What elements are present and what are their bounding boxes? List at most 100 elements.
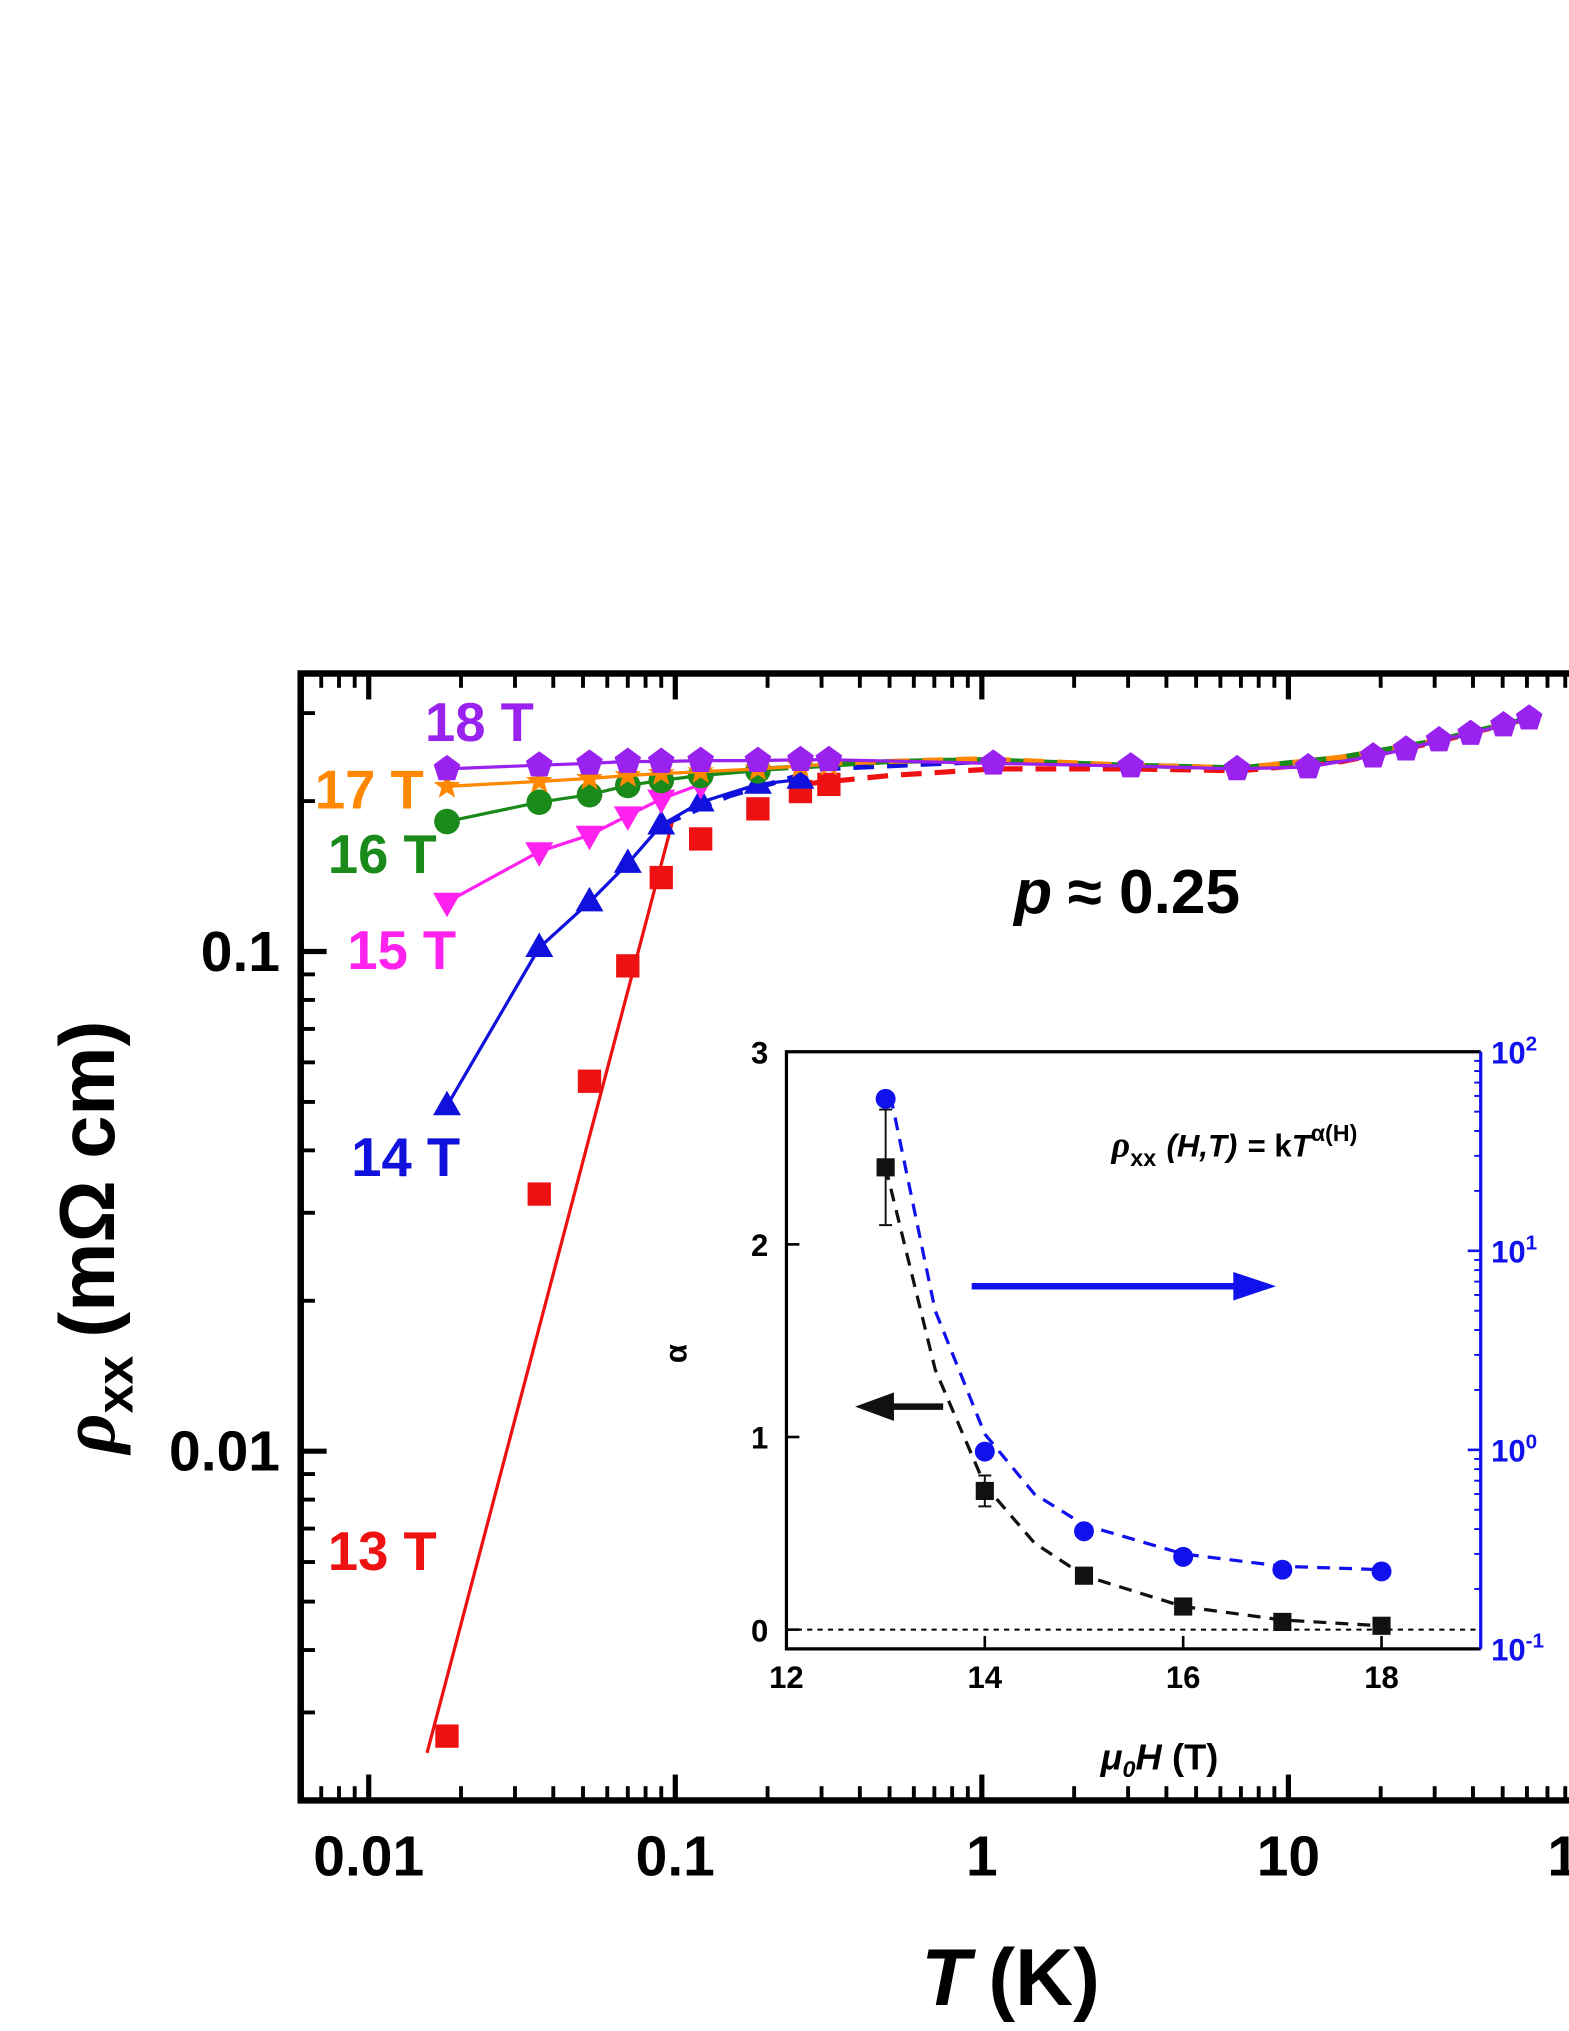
marker bbox=[1425, 726, 1453, 752]
marker bbox=[1371, 1561, 1392, 1582]
inset-frame-left bbox=[784, 1050, 1481, 1651]
x-tick-label: 100 bbox=[1547, 1825, 1569, 1889]
series-label: 16 T bbox=[328, 824, 437, 885]
marker bbox=[1223, 754, 1251, 781]
x-tick-label: 0.1 bbox=[636, 1825, 715, 1889]
fit-line bbox=[800, 715, 1530, 787]
marker bbox=[1173, 1546, 1194, 1567]
marker bbox=[525, 751, 553, 777]
marker bbox=[525, 842, 554, 867]
marker bbox=[689, 827, 713, 851]
y-tick-label: 0.01 bbox=[169, 1420, 280, 1484]
marker bbox=[1272, 1559, 1293, 1580]
inset-y-title: α bbox=[659, 1344, 694, 1363]
y-tick-label: 1 bbox=[751, 1421, 768, 1456]
inset-x-sub: 0 bbox=[1123, 1756, 1136, 1782]
series-label: 13 T bbox=[328, 1521, 437, 1582]
x-axis-unit: (K) bbox=[988, 1933, 1099, 2023]
marker bbox=[614, 747, 642, 773]
formula-sub: xx bbox=[1130, 1145, 1156, 1171]
y2-tick-exp: 2 bbox=[1526, 1032, 1538, 1055]
axis-frame bbox=[297, 670, 1569, 1804]
marker bbox=[980, 749, 1007, 775]
marker bbox=[647, 810, 676, 835]
marker bbox=[576, 764, 603, 790]
formula-args: (H,T) bbox=[1167, 1129, 1238, 1164]
marker bbox=[613, 806, 642, 831]
marker bbox=[786, 764, 815, 789]
y2-tick-label: 100 bbox=[1491, 1431, 1537, 1469]
marker bbox=[576, 749, 603, 775]
marker bbox=[614, 761, 642, 787]
marker bbox=[432, 892, 461, 918]
annotation-var: p bbox=[1012, 858, 1052, 927]
marker bbox=[1074, 1521, 1094, 1542]
y-tick-label: 0.1 bbox=[201, 920, 280, 984]
y2-tick-exp: 0 bbox=[1526, 1431, 1538, 1454]
marker bbox=[527, 1182, 551, 1206]
marker bbox=[974, 1441, 995, 1462]
formula-eq: = k bbox=[1248, 1129, 1293, 1164]
y-tick-label: 2 bbox=[751, 1228, 768, 1263]
marker bbox=[1359, 742, 1387, 768]
formula-rho: ρ bbox=[1111, 1125, 1131, 1165]
y-axis-symbol: ρ bbox=[45, 1413, 131, 1455]
x-tick-label: 0.01 bbox=[313, 1825, 424, 1889]
x-axis-symbol: T bbox=[921, 1933, 976, 2023]
marker bbox=[1117, 752, 1145, 778]
marker bbox=[787, 745, 814, 772]
marker bbox=[435, 1724, 459, 1748]
marker bbox=[817, 772, 841, 797]
marker bbox=[875, 1088, 896, 1109]
formula-exp: α(H) bbox=[1311, 1120, 1358, 1146]
marker bbox=[1392, 735, 1420, 761]
y2-tick-base: 10 bbox=[1491, 1633, 1526, 1668]
series-label: 14 T bbox=[351, 1127, 460, 1188]
y-axis-unit: (mΩ cm) bbox=[45, 1021, 131, 1338]
x-tick-label: 16 bbox=[1166, 1660, 1201, 1695]
marker bbox=[1294, 753, 1322, 779]
marker bbox=[744, 746, 772, 772]
marker bbox=[815, 745, 843, 772]
series-label: 15 T bbox=[347, 920, 456, 981]
y2-tick-exp: -1 bbox=[1526, 1630, 1544, 1653]
inset-background bbox=[786, 1051, 1481, 1649]
y2-tick-exp: 1 bbox=[1526, 1232, 1538, 1255]
fit-line bbox=[884, 1166, 1382, 1628]
marker bbox=[876, 1158, 895, 1177]
marker bbox=[433, 754, 461, 781]
y2-tick-base: 10 bbox=[1491, 1434, 1526, 1469]
marker bbox=[575, 886, 604, 912]
marker bbox=[526, 789, 553, 816]
x-axis-title: T (K) bbox=[921, 1933, 1100, 2023]
annotation: p ≈ 0.25 bbox=[1012, 858, 1240, 927]
marker bbox=[1372, 1616, 1391, 1635]
y-axis-title: ρxx (mΩ cm) bbox=[45, 1021, 143, 1456]
marker bbox=[1074, 1566, 1094, 1585]
inset-x-unit: (T) bbox=[1172, 1736, 1218, 1777]
marker bbox=[434, 808, 460, 835]
x-tick-label: 1 bbox=[966, 1825, 998, 1889]
y-tick-label: 0 bbox=[751, 1613, 768, 1648]
y2-tick-label: 10-1 bbox=[1491, 1630, 1544, 1668]
marker bbox=[1457, 719, 1484, 745]
y-tick-label: 3 bbox=[751, 1035, 768, 1070]
marker bbox=[433, 772, 461, 798]
marker bbox=[525, 767, 553, 793]
marker bbox=[616, 954, 640, 978]
series-line bbox=[445, 777, 801, 1107]
y2-tick-label: 102 bbox=[1491, 1032, 1537, 1070]
marker bbox=[1174, 1597, 1193, 1616]
y2-tick-base: 10 bbox=[1491, 1035, 1526, 1070]
marker bbox=[687, 746, 714, 772]
y2-tick-label: 101 bbox=[1491, 1232, 1537, 1270]
marker bbox=[525, 932, 554, 957]
arrow-right bbox=[971, 1271, 1277, 1301]
marker bbox=[746, 797, 770, 821]
marker bbox=[614, 772, 641, 799]
marker bbox=[613, 848, 642, 873]
annotation-rest: ≈ 0.25 bbox=[1068, 858, 1240, 927]
inset-x-var: μ bbox=[1100, 1736, 1123, 1777]
marker bbox=[576, 781, 603, 808]
